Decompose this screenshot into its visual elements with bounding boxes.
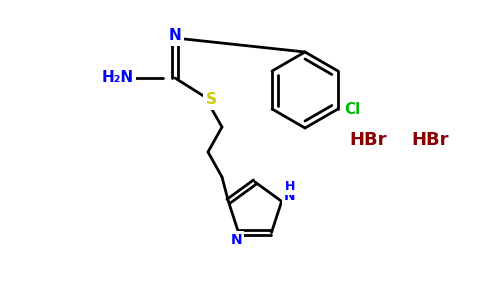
Text: N: N	[284, 189, 295, 203]
Text: N: N	[231, 233, 242, 247]
Text: N: N	[168, 28, 182, 44]
Text: H: H	[285, 180, 295, 193]
Text: S: S	[206, 92, 216, 107]
Text: HBr: HBr	[411, 131, 449, 149]
Text: H₂N: H₂N	[102, 70, 134, 86]
Text: HBr: HBr	[349, 131, 387, 149]
Text: Cl: Cl	[344, 101, 360, 116]
